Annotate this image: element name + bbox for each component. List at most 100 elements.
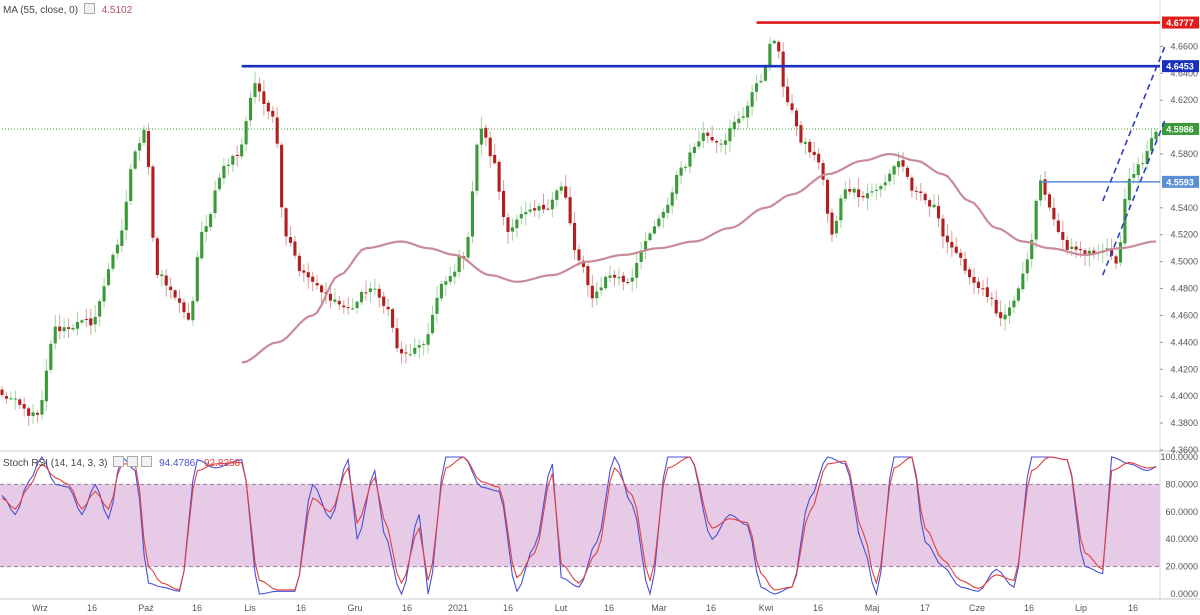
- candle-down[interactable]: [257, 83, 261, 92]
- candle-down[interactable]: [976, 281, 981, 288]
- candle-down[interactable]: [781, 51, 785, 87]
- candle-down[interactable]: [84, 318, 88, 320]
- candle-down[interactable]: [577, 249, 581, 261]
- candle-up[interactable]: [53, 326, 57, 344]
- candle-down[interactable]: [173, 290, 177, 298]
- candle-up[interactable]: [355, 301, 359, 309]
- candle-up[interactable]: [422, 344, 426, 346]
- candle-up[interactable]: [750, 92, 754, 107]
- candle-down[interactable]: [626, 281, 630, 283]
- candle-up[interactable]: [719, 143, 723, 145]
- candle-up[interactable]: [675, 174, 679, 194]
- candle-up[interactable]: [692, 146, 696, 153]
- candle-up[interactable]: [670, 192, 674, 206]
- candle-down[interactable]: [182, 302, 186, 313]
- candle-up[interactable]: [657, 218, 661, 227]
- candle-down[interactable]: [826, 179, 830, 214]
- candle-up[interactable]: [98, 301, 102, 317]
- candle-up[interactable]: [75, 321, 80, 329]
- candle-up[interactable]: [559, 186, 563, 191]
- candle-up[interactable]: [133, 151, 137, 169]
- candle-down[interactable]: [954, 246, 958, 253]
- candle-down[interactable]: [848, 189, 852, 192]
- candle-up[interactable]: [435, 297, 439, 314]
- candle-down[interactable]: [919, 191, 923, 193]
- ma-settings-icon[interactable]: [83, 3, 95, 14]
- candle-down[interactable]: [914, 190, 918, 192]
- candle-up[interactable]: [688, 152, 692, 167]
- candle-down[interactable]: [1092, 250, 1096, 254]
- candle-up[interactable]: [723, 140, 728, 145]
- candle-up[interactable]: [1145, 151, 1149, 165]
- candle-down[interactable]: [923, 193, 927, 201]
- candle-down[interactable]: [391, 309, 395, 328]
- candle-down[interactable]: [590, 285, 594, 299]
- candle-up[interactable]: [213, 190, 217, 214]
- candle-up[interactable]: [31, 412, 35, 417]
- candle-up[interactable]: [102, 286, 106, 302]
- candle-up[interactable]: [351, 308, 355, 310]
- candle-down[interactable]: [315, 282, 319, 286]
- candle-down[interactable]: [164, 275, 168, 286]
- candle-up[interactable]: [111, 254, 115, 269]
- candle-down[interactable]: [901, 160, 905, 167]
- candle-up[interactable]: [741, 116, 745, 118]
- candle-down[interactable]: [581, 260, 585, 267]
- candle-up[interactable]: [444, 281, 448, 285]
- candle-down[interactable]: [817, 153, 821, 163]
- candle-up[interactable]: [728, 128, 732, 142]
- candle-up[interactable]: [839, 198, 843, 221]
- candle-down[interactable]: [621, 275, 625, 282]
- candle-up[interactable]: [62, 327, 66, 332]
- candle-up[interactable]: [40, 400, 44, 415]
- candle-down[interactable]: [395, 328, 399, 349]
- rsi-close-icon[interactable]: [141, 456, 153, 467]
- candle-down[interactable]: [812, 151, 816, 155]
- candle-down[interactable]: [936, 205, 941, 219]
- candle-up[interactable]: [217, 177, 222, 190]
- candle-down[interactable]: [262, 91, 266, 105]
- candle-down[interactable]: [568, 197, 572, 224]
- candle-up[interactable]: [644, 241, 648, 250]
- candle-up[interactable]: [408, 354, 412, 356]
- candle-up[interactable]: [1030, 239, 1034, 260]
- candle-up[interactable]: [772, 40, 776, 44]
- candle-up[interactable]: [932, 204, 936, 208]
- candle-up[interactable]: [1007, 307, 1012, 316]
- candle-down[interactable]: [342, 305, 346, 308]
- candle-up[interactable]: [652, 226, 657, 234]
- candle-down[interactable]: [146, 130, 151, 167]
- candle-down[interactable]: [399, 349, 404, 354]
- candle-up[interactable]: [1012, 300, 1016, 308]
- candle-down[interactable]: [1056, 220, 1060, 233]
- candle-down[interactable]: [488, 137, 492, 157]
- candle-up[interactable]: [373, 288, 377, 290]
- candle-down[interactable]: [320, 285, 324, 293]
- candle-up[interactable]: [244, 121, 248, 145]
- candle-down[interactable]: [151, 166, 155, 238]
- candle-down[interactable]: [186, 312, 190, 320]
- candle-down[interactable]: [35, 412, 40, 415]
- candle-down[interactable]: [905, 167, 909, 177]
- candle-up[interactable]: [240, 144, 244, 157]
- candle-up[interactable]: [648, 233, 652, 241]
- candle-down[interactable]: [1052, 207, 1056, 220]
- candle-down[interactable]: [990, 297, 994, 299]
- candle-up[interactable]: [9, 398, 13, 400]
- candle-up[interactable]: [129, 169, 133, 201]
- candle-up[interactable]: [1025, 259, 1029, 274]
- candle-up[interactable]: [93, 316, 97, 325]
- candle-down[interactable]: [0, 389, 4, 395]
- candle-up[interactable]: [763, 66, 767, 81]
- candle-down[interactable]: [564, 186, 568, 198]
- candle-down[interactable]: [968, 269, 972, 278]
- candle-down[interactable]: [945, 235, 949, 243]
- candle-down[interactable]: [271, 110, 275, 117]
- candle-down[interactable]: [573, 222, 577, 251]
- candle-down[interactable]: [786, 86, 790, 103]
- candle-up[interactable]: [746, 105, 750, 118]
- candle-up[interactable]: [200, 231, 204, 259]
- candle-down[interactable]: [808, 141, 812, 153]
- candle-up[interactable]: [697, 141, 701, 147]
- candle-up[interactable]: [1021, 273, 1025, 290]
